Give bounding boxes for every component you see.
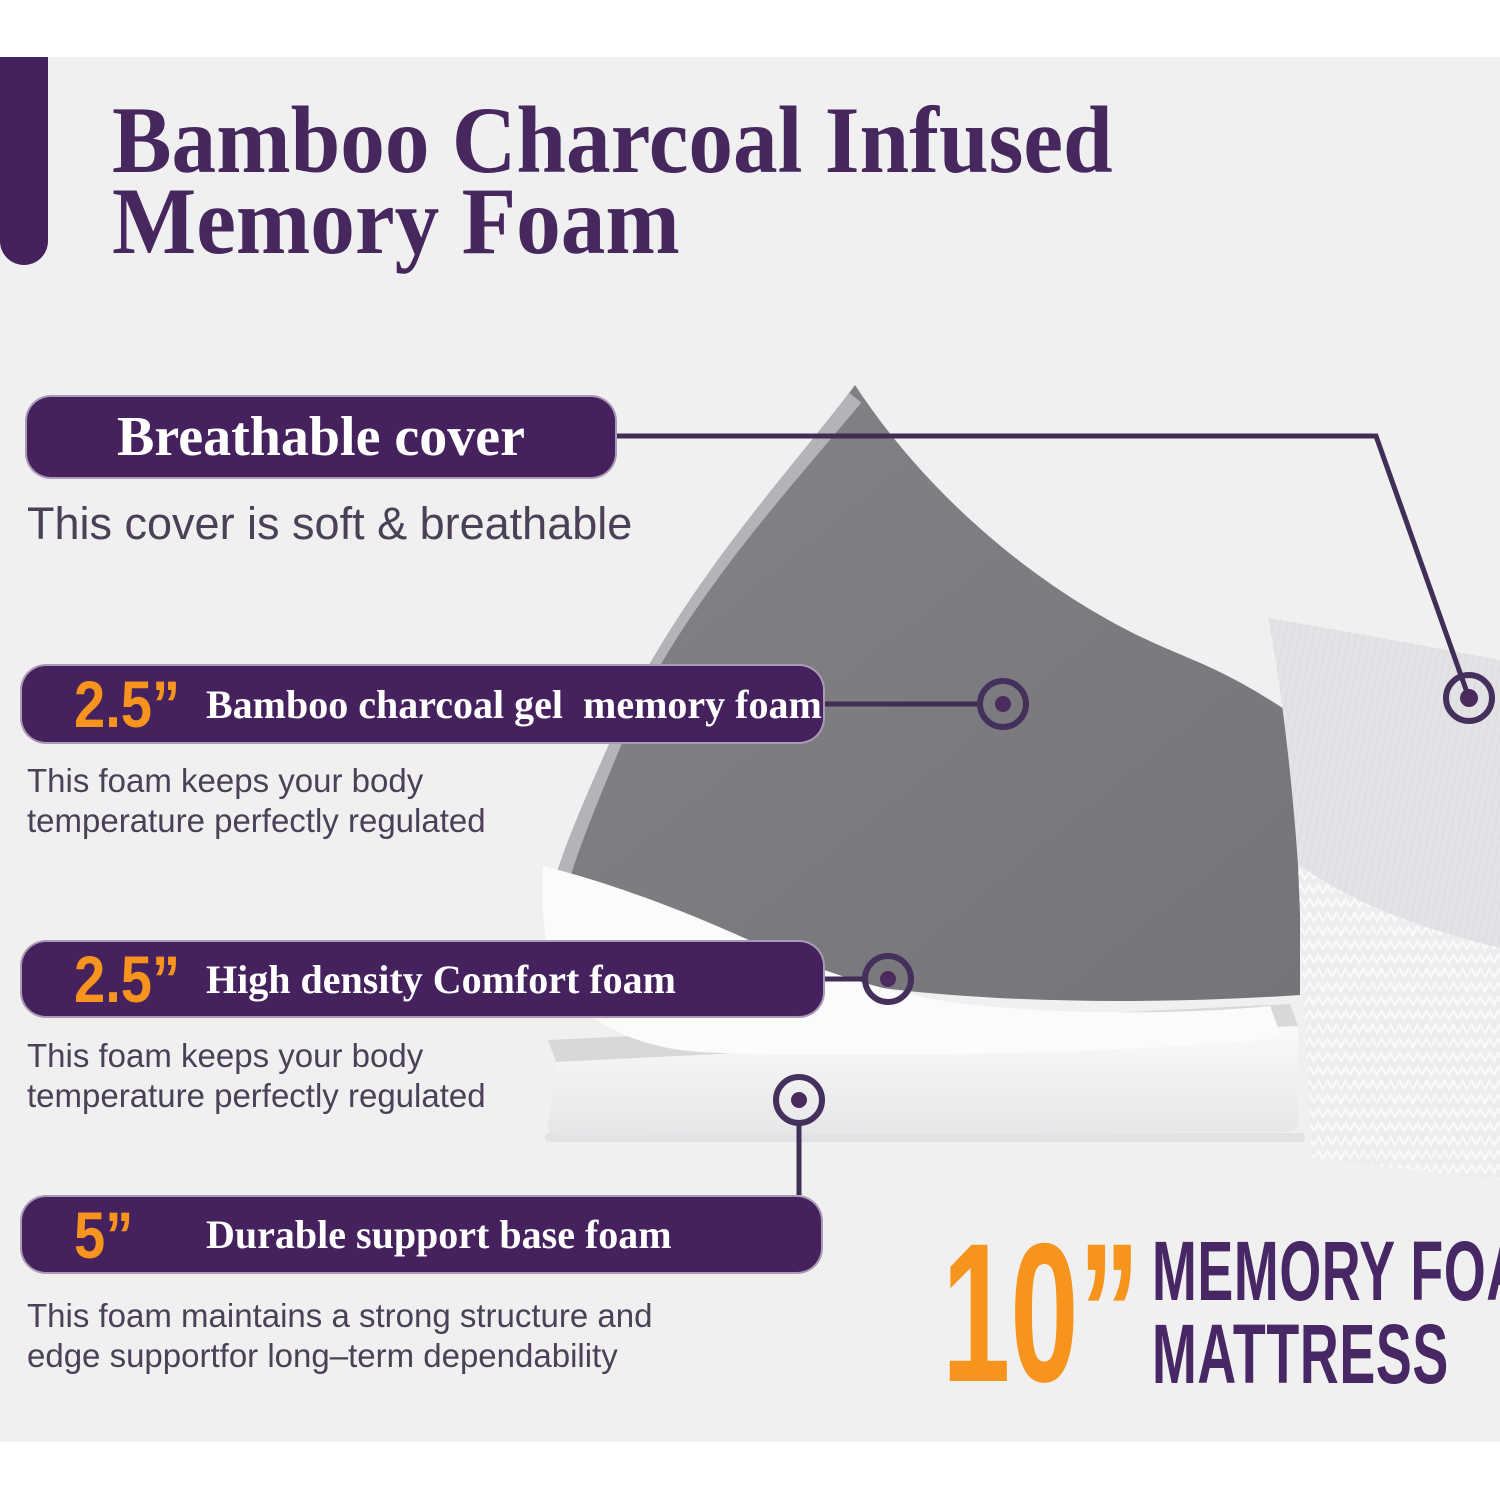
mattress-type-line2: MATTRESS	[1152, 1307, 1449, 1402]
callout-marker-comfort-foam-dot	[880, 971, 896, 987]
callout-line-cover	[617, 433, 1472, 699]
comfort-foam-size: 2.5”	[74, 942, 181, 1016]
total-height-value: 10”	[942, 1202, 1140, 1423]
breathable-cover-description: This cover is soft & breathable	[27, 498, 633, 549]
callout-marker-base-foam-dot	[791, 1092, 807, 1108]
breathable-cover-label: Breathable cover	[117, 406, 525, 468]
memory-foam-description-line1: This foam keeps your body	[27, 762, 424, 799]
base-foam-description-line1: This foam maintains a strong structure a…	[27, 1297, 653, 1334]
mattress-type-label: MEMORY FOAM MATTRESS	[1152, 1224, 1500, 1402]
base-foam-description: This foam maintains a strong structure a…	[27, 1296, 652, 1375]
comfort-foam-description-line1: This foam keeps your body	[27, 1037, 424, 1074]
callout-marker-memory-foam-dot	[995, 696, 1011, 712]
callout-pill-breathable-cover: Breathable cover	[25, 395, 617, 479]
mattress-cover-fold-texture	[1298, 864, 1500, 1180]
callout-pill-base-foam: 5” Durable support base foam	[20, 1195, 823, 1274]
comfort-foam-description: This foam keeps your body temperature pe…	[27, 1036, 486, 1115]
comfort-foam-label: High density Comfort foam	[206, 956, 676, 1002]
base-foam-description-line2: edge supportfor long–term dependability	[27, 1336, 618, 1374]
base-foam-label: Durable support base foam	[206, 1212, 672, 1257]
callout-marker-cover-dot	[1460, 689, 1478, 707]
memory-foam-size: 2.5”	[74, 667, 181, 741]
mattress-cover-texture	[1268, 618, 1500, 948]
page-title-line2: Memory Foam	[112, 167, 680, 274]
memory-foam-description-line2: temperature perfectly regulated	[27, 801, 486, 839]
callout-pill-comfort-foam: 2.5” High density Comfort foam	[20, 940, 825, 1018]
mattress-type-line1: MEMORY FOAM	[1152, 1224, 1500, 1318]
callout-pill-memory-foam: 2.5” Bamboo charcoal gel memory foam	[20, 664, 825, 744]
base-foam-shadow	[545, 1133, 1305, 1142]
base-foam-layer	[548, 1026, 1298, 1136]
title-accent-bar	[0, 57, 48, 265]
callout-marker-base-foam	[773, 1074, 825, 1126]
base-foam-size: 5”	[74, 1197, 134, 1272]
callout-marker-cover	[1443, 672, 1495, 724]
memory-foam-description: This foam keeps your body temperature pe…	[27, 761, 486, 840]
page-title: Bamboo Charcoal Infused Memory Foam	[112, 87, 1113, 274]
callout-marker-comfort-foam	[862, 953, 914, 1005]
memory-foam-label: Bamboo charcoal gel memory foam	[206, 681, 822, 727]
callout-marker-memory-foam	[977, 678, 1029, 730]
page-title-line1: Bamboo Charcoal Infused	[112, 87, 1113, 193]
comfort-foam-description-line2: temperature perfectly regulated	[27, 1076, 486, 1114]
